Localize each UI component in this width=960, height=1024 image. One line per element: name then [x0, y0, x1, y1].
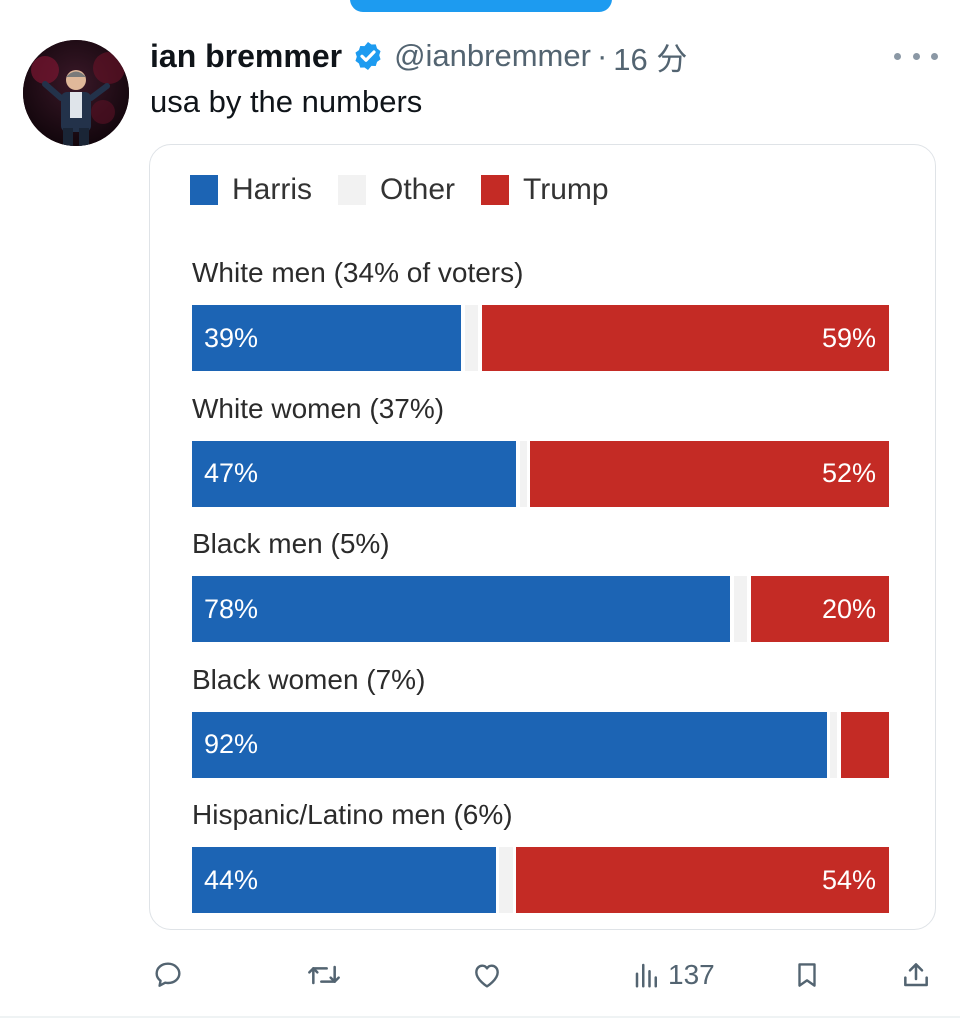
bar-segment-trump: 59%	[481, 305, 889, 371]
legend-swatch-harris	[190, 175, 218, 205]
bar-segment-trump: 20%	[750, 576, 889, 642]
legend-swatch-other	[338, 175, 366, 205]
bar-segment-harris: 44%	[192, 847, 496, 913]
author-name[interactable]: ian bremmer	[150, 37, 343, 74]
bar-gap	[730, 576, 734, 642]
bar-value-label: 92%	[204, 729, 259, 759]
bar-gap	[495, 847, 500, 913]
tweet-text: usa by the numbers	[150, 84, 423, 119]
legend-label-other: Other	[380, 173, 456, 206]
stacked-bar: 47% 52%	[192, 440, 896, 507]
bar-value-label: 47%	[204, 458, 259, 488]
bar-gap	[461, 305, 465, 371]
bar-value-label: 54%	[821, 864, 876, 895]
bar-gap	[478, 305, 482, 371]
retweet-button[interactable]	[306, 950, 342, 1000]
bar-segment-harris: 92%	[192, 711, 827, 778]
bar-segment-other	[830, 711, 838, 778]
bar-gap	[837, 711, 841, 778]
retweet-icon	[308, 965, 340, 985]
bar-value-label: 20%	[821, 593, 876, 624]
bar-value-label: 59%	[821, 322, 876, 353]
bar-segment-other	[519, 440, 527, 507]
legend-swatch-trump	[481, 175, 510, 205]
stacked-bar: 44% 54%	[192, 847, 896, 913]
bar-gap	[747, 576, 751, 642]
heart-icon	[475, 964, 499, 988]
bar-segment-harris: 78%	[192, 576, 731, 642]
reply-icon	[155, 962, 181, 987]
chart-legend: Harris Other Trump	[190, 173, 635, 207]
bar-segment-harris: 47%	[192, 440, 517, 507]
more-options-icon[interactable]	[894, 40, 938, 72]
views-button[interactable]: 137	[632, 950, 715, 1000]
stacked-bar: 92%	[192, 711, 896, 778]
bar-category-label: Black women (7%)	[192, 663, 426, 695]
bar-gap	[512, 847, 517, 913]
bar-gap	[826, 711, 831, 778]
views-count: 137	[668, 959, 715, 990]
legend-item-trump: Trump	[481, 173, 609, 207]
bar-category-label: Hispanic/Latino men (6%)	[192, 799, 513, 830]
chart-card[interactable]: Harris Other Trump White men (34% of vot…	[149, 144, 936, 930]
bar-segment-harris: 39%	[192, 305, 462, 371]
stacked-bar: 39% 59%	[192, 305, 896, 371]
views-icon	[635, 963, 657, 988]
avatar[interactable]	[23, 40, 129, 146]
header-separator: ·	[596, 38, 608, 73]
divider	[0, 1016, 960, 1018]
legend-label-harris: Harris	[232, 173, 312, 206]
share-icon	[904, 963, 928, 987]
bar-category-label: Black men (5%)	[192, 528, 390, 559]
bar-category-label: White women (37%)	[192, 392, 445, 424]
tweet-timestamp[interactable]: 16 分	[613, 41, 688, 77]
avatar-photo	[23, 40, 129, 146]
bar-gap	[516, 440, 520, 507]
bar-segment-trump	[840, 711, 889, 778]
stacked-bar: 78% 20%	[192, 576, 896, 642]
legend-item-other: Other	[338, 173, 455, 207]
author-handle[interactable]: @ianbremmer	[394, 38, 591, 73]
bar-segment-other	[499, 847, 513, 913]
bar-value-label: 52%	[821, 458, 876, 488]
reply-button[interactable]	[152, 950, 184, 1000]
legend-item-harris: Harris	[190, 173, 312, 207]
legend-label-trump: Trump	[523, 173, 609, 206]
bar-segment-trump: 54%	[516, 847, 889, 913]
bookmark-icon	[798, 963, 816, 987]
bar-value-label: 39%	[204, 322, 259, 353]
bar-value-label: 44%	[204, 864, 259, 895]
tweet-actions: 137	[0, 950, 960, 1000]
like-button[interactable]	[470, 950, 504, 1000]
tweet-header: ian bremmer @ianbremmer · 16 分	[150, 34, 687, 78]
bar-category-label: White men (34% of voters)	[192, 257, 524, 288]
bar-segment-trump: 52%	[530, 440, 889, 507]
bar-segment-other	[733, 576, 748, 642]
verified-badge-icon	[352, 40, 384, 72]
new-posts-pill[interactable]	[350, 0, 612, 12]
bar-gap	[526, 440, 531, 507]
bookmark-button[interactable]	[792, 950, 822, 1000]
bar-segment-other	[464, 305, 479, 371]
bar-value-label: 78%	[204, 593, 259, 624]
share-button[interactable]	[900, 950, 932, 1000]
